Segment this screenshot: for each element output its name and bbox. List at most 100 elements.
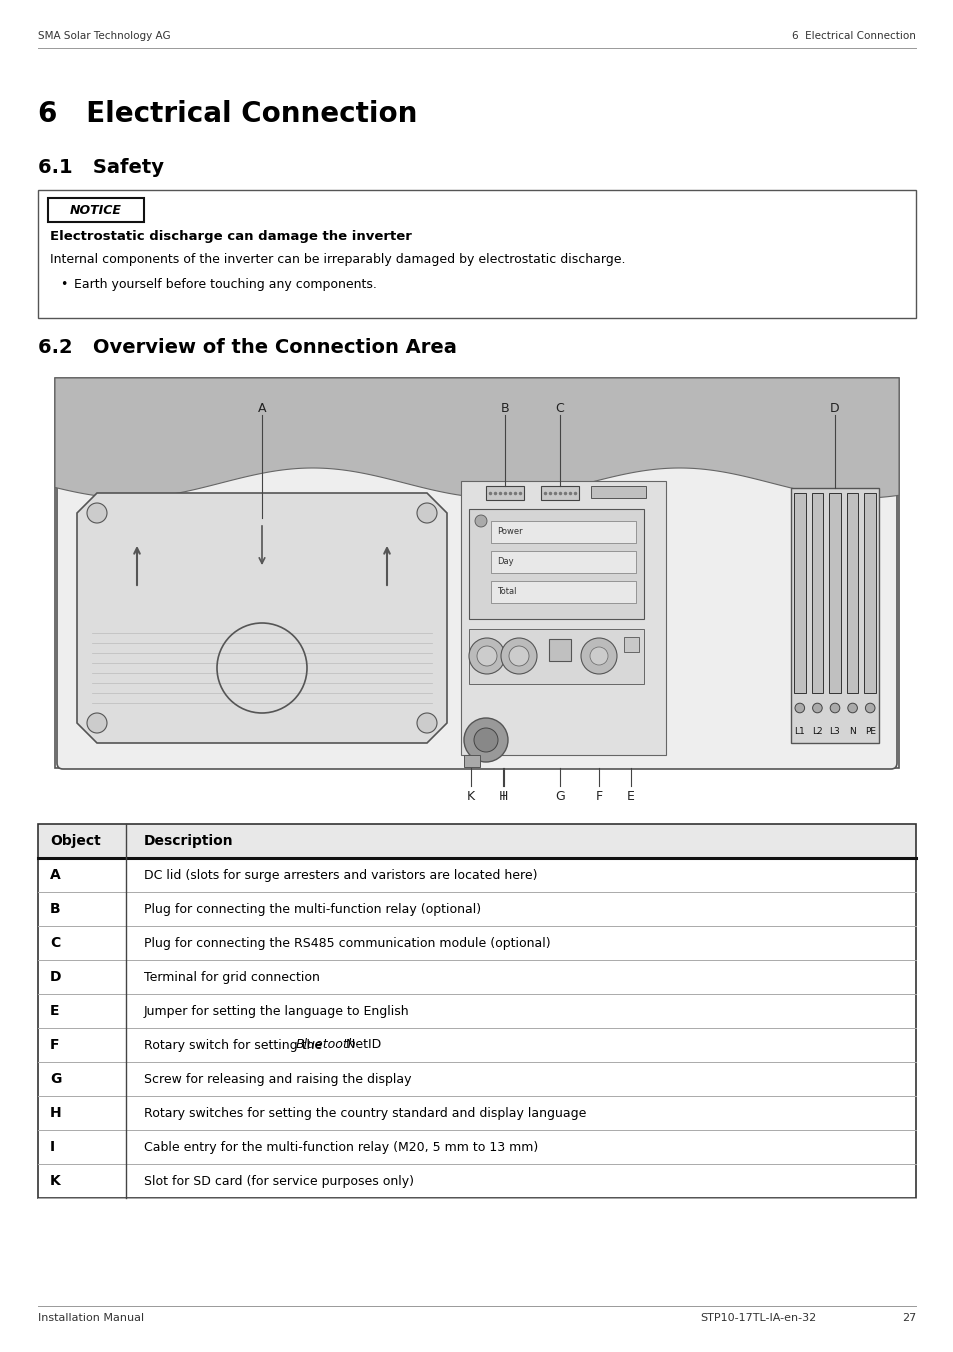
Bar bbox=[623, 637, 639, 652]
Bar bbox=[469, 508, 643, 619]
Bar bbox=[38, 892, 915, 926]
Bar bbox=[38, 1063, 915, 1096]
Text: H: H bbox=[50, 1106, 62, 1119]
Text: •: • bbox=[60, 279, 68, 291]
Circle shape bbox=[87, 713, 107, 733]
Text: K: K bbox=[466, 790, 475, 803]
Text: I: I bbox=[50, 1140, 55, 1155]
Text: Jumper for setting the language to English: Jumper for setting the language to Engli… bbox=[144, 1005, 409, 1018]
Bar bbox=[38, 191, 915, 318]
Text: 6.2   Overview of the Connection Area: 6.2 Overview of the Connection Area bbox=[38, 338, 456, 357]
Circle shape bbox=[829, 703, 839, 713]
Circle shape bbox=[463, 718, 507, 763]
Circle shape bbox=[794, 703, 803, 713]
Bar bbox=[55, 379, 898, 768]
Text: A: A bbox=[50, 868, 61, 882]
Text: DC lid (slots for surge arresters and varistors are located here): DC lid (slots for surge arresters and va… bbox=[144, 868, 537, 882]
Text: G: G bbox=[50, 1072, 61, 1086]
Text: L2: L2 bbox=[811, 726, 821, 735]
Circle shape bbox=[864, 703, 874, 713]
Text: H: H bbox=[497, 790, 507, 803]
Bar bbox=[38, 1096, 915, 1130]
Bar bbox=[38, 926, 915, 960]
Circle shape bbox=[475, 515, 486, 527]
Circle shape bbox=[416, 503, 436, 523]
Text: B: B bbox=[50, 902, 61, 917]
Text: G: G bbox=[555, 790, 564, 803]
Bar bbox=[485, 485, 523, 500]
Bar bbox=[790, 488, 878, 744]
Bar bbox=[540, 485, 578, 500]
Text: 6.1   Safety: 6.1 Safety bbox=[38, 158, 164, 177]
Text: E: E bbox=[50, 1005, 59, 1018]
Text: Bluetooth: Bluetooth bbox=[295, 1038, 355, 1052]
Bar bbox=[548, 639, 571, 661]
Bar bbox=[811, 493, 822, 694]
Text: F: F bbox=[595, 790, 602, 803]
Text: 27: 27 bbox=[901, 1313, 915, 1324]
Bar bbox=[48, 197, 144, 222]
Text: E: E bbox=[626, 790, 635, 803]
Text: B: B bbox=[500, 402, 509, 415]
Circle shape bbox=[847, 703, 857, 713]
Text: Description: Description bbox=[144, 834, 233, 848]
Circle shape bbox=[474, 727, 497, 752]
Bar bbox=[469, 629, 643, 684]
Text: NetID: NetID bbox=[342, 1038, 381, 1052]
Text: NOTICE: NOTICE bbox=[70, 204, 122, 216]
Bar bbox=[793, 493, 804, 694]
Circle shape bbox=[416, 713, 436, 733]
Bar bbox=[38, 823, 915, 859]
Text: I: I bbox=[501, 790, 505, 803]
Text: A: A bbox=[257, 402, 266, 415]
Text: Object: Object bbox=[50, 834, 101, 848]
Bar bbox=[491, 521, 636, 544]
Text: D: D bbox=[829, 402, 839, 415]
Circle shape bbox=[469, 638, 504, 675]
Bar bbox=[38, 823, 915, 1198]
Text: Power: Power bbox=[497, 527, 522, 537]
Text: Rotary switch for setting the: Rotary switch for setting the bbox=[144, 1038, 326, 1052]
Text: Screw for releasing and raising the display: Screw for releasing and raising the disp… bbox=[144, 1072, 411, 1086]
Text: Terminal for grid connection: Terminal for grid connection bbox=[144, 971, 319, 983]
Text: STP10-17TL-IA-en-32: STP10-17TL-IA-en-32 bbox=[700, 1313, 816, 1324]
Bar bbox=[460, 481, 665, 754]
Text: Cable entry for the multi-function relay (M20, 5 mm to 13 mm): Cable entry for the multi-function relay… bbox=[144, 1141, 537, 1153]
Circle shape bbox=[87, 503, 107, 523]
Polygon shape bbox=[55, 379, 898, 498]
Bar bbox=[491, 581, 636, 603]
Circle shape bbox=[580, 638, 617, 675]
Text: Earth yourself before touching any components.: Earth yourself before touching any compo… bbox=[74, 279, 376, 291]
Text: F: F bbox=[50, 1038, 59, 1052]
Text: PE: PE bbox=[863, 726, 875, 735]
Text: Slot for SD card (for service purposes only): Slot for SD card (for service purposes o… bbox=[144, 1175, 414, 1187]
Bar bbox=[38, 1130, 915, 1164]
Text: L1: L1 bbox=[794, 726, 804, 735]
Text: Installation Manual: Installation Manual bbox=[38, 1313, 144, 1324]
Text: Rotary switches for setting the country standard and display language: Rotary switches for setting the country … bbox=[144, 1106, 586, 1119]
Bar bbox=[828, 493, 840, 694]
Text: SMA Solar Technology AG: SMA Solar Technology AG bbox=[38, 31, 171, 41]
Bar bbox=[38, 994, 915, 1028]
Circle shape bbox=[476, 646, 497, 667]
Circle shape bbox=[500, 638, 537, 675]
Text: N: N bbox=[848, 726, 855, 735]
Text: 6  Electrical Connection: 6 Electrical Connection bbox=[791, 31, 915, 41]
Bar bbox=[590, 485, 645, 498]
Bar bbox=[38, 960, 915, 994]
Text: C: C bbox=[50, 936, 60, 950]
FancyBboxPatch shape bbox=[57, 466, 896, 769]
Text: Plug for connecting the multi-function relay (optional): Plug for connecting the multi-function r… bbox=[144, 903, 480, 915]
Text: Electrostatic discharge can damage the inverter: Electrostatic discharge can damage the i… bbox=[50, 230, 412, 243]
Polygon shape bbox=[77, 493, 447, 744]
Text: Total: Total bbox=[497, 588, 516, 596]
Bar bbox=[491, 552, 636, 573]
Bar bbox=[863, 493, 875, 694]
Bar bbox=[846, 493, 858, 694]
Text: L3: L3 bbox=[829, 726, 840, 735]
Circle shape bbox=[509, 646, 529, 667]
Bar bbox=[463, 754, 479, 767]
Text: K: K bbox=[50, 1174, 61, 1188]
Text: 6   Electrical Connection: 6 Electrical Connection bbox=[38, 100, 417, 128]
Text: C: C bbox=[555, 402, 564, 415]
